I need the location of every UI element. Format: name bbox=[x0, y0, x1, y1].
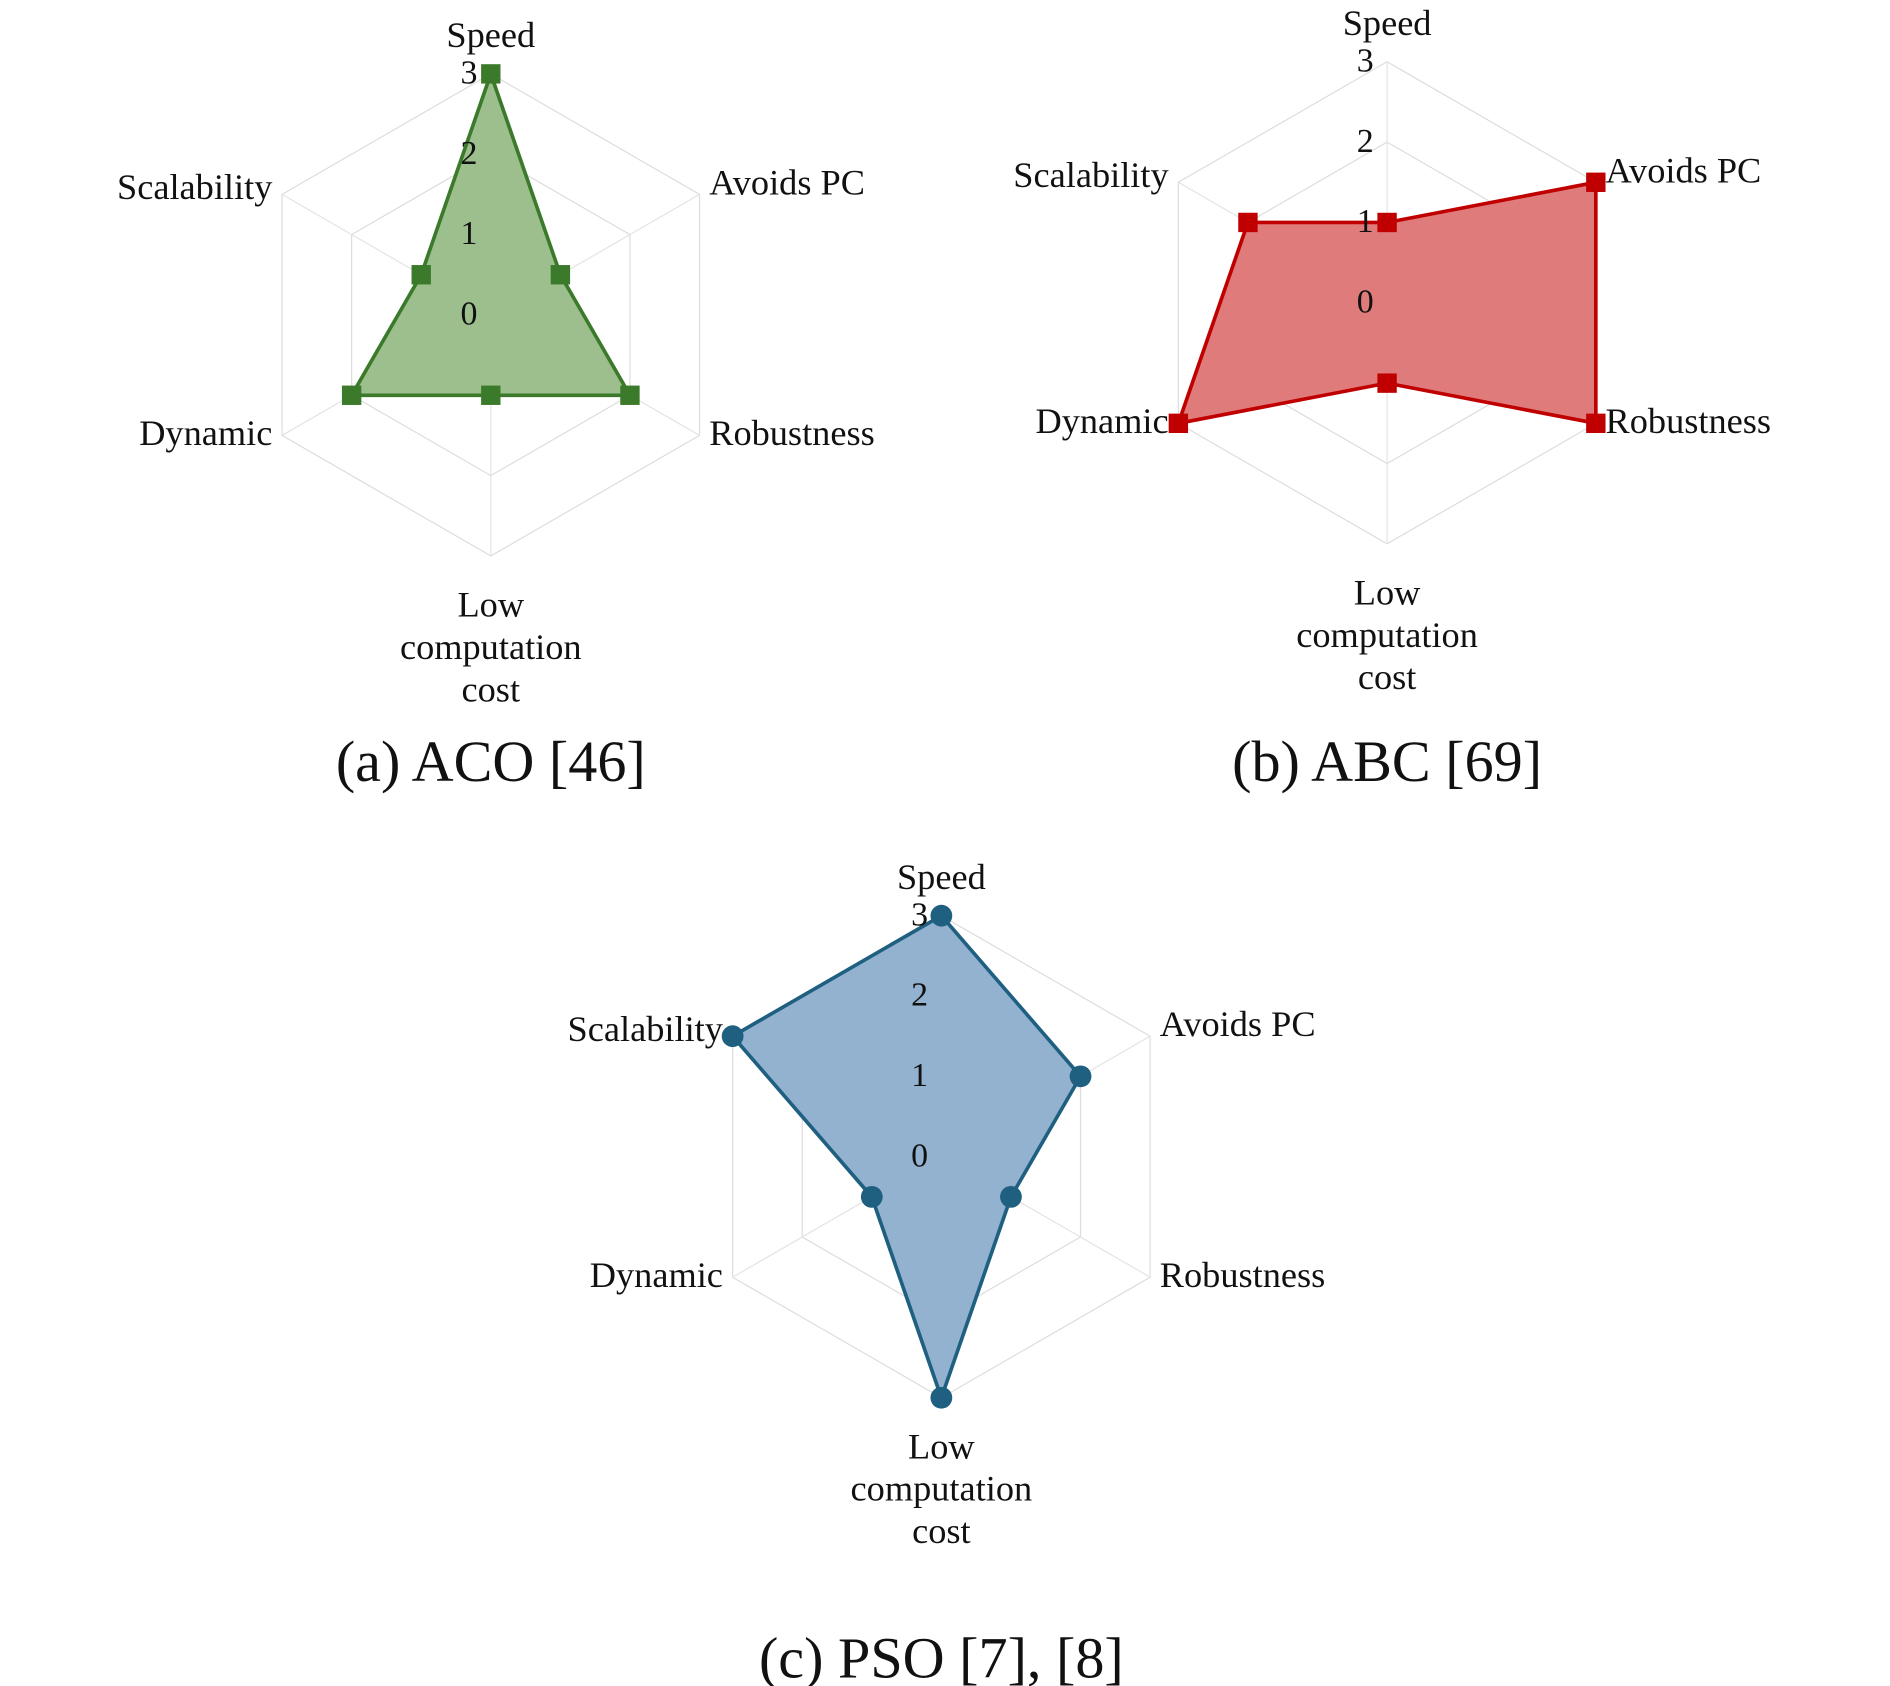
data-point bbox=[1377, 373, 1397, 393]
axis-label-line: Speed bbox=[446, 15, 535, 55]
tick-label: 0 bbox=[1357, 283, 1374, 320]
axis-label-line: Dynamic bbox=[139, 413, 272, 453]
axis-label: Speed bbox=[446, 15, 535, 55]
chart-caption: (b) ABC [69] bbox=[1232, 729, 1542, 794]
tick-label: 1 bbox=[911, 1057, 928, 1094]
tick-label: 1 bbox=[1357, 203, 1374, 240]
axis-label-line: Scalability bbox=[568, 1009, 724, 1049]
data-point bbox=[1069, 1065, 1092, 1088]
axis-label: Low computation cost bbox=[400, 585, 582, 710]
axis-label-line: Speed bbox=[1343, 3, 1432, 43]
data-point bbox=[1586, 413, 1606, 434]
data-point bbox=[620, 385, 640, 405]
axis-label-line: Scalability bbox=[117, 167, 273, 207]
axis-label: Low computation cost bbox=[851, 1426, 1033, 1551]
axis-label: Scalability bbox=[117, 167, 273, 207]
axis-label-line: Dynamic bbox=[1035, 401, 1168, 441]
axis-label: Dynamic bbox=[590, 1255, 723, 1295]
data-point bbox=[481, 385, 501, 405]
axis-label-line: Low bbox=[458, 585, 525, 625]
axis-label-line: Avoids PC bbox=[709, 162, 865, 202]
chart-caption: (c) PSO [7], [8] bbox=[759, 1626, 1124, 1686]
axis-label: Dynamic bbox=[1035, 401, 1168, 441]
data-point bbox=[1000, 1185, 1022, 1208]
axis-label: Low computation cost bbox=[1296, 572, 1478, 697]
axis-label: Avoids PC bbox=[709, 162, 865, 202]
data-point bbox=[1586, 172, 1606, 192]
data-point bbox=[930, 1386, 953, 1409]
tick-label: 2 bbox=[1357, 123, 1374, 160]
axis-label-line: Scalability bbox=[1013, 155, 1169, 195]
tick-label: 2 bbox=[911, 977, 928, 1014]
data-point bbox=[1168, 413, 1189, 434]
data-point bbox=[1377, 212, 1397, 233]
axis-label: Robustness bbox=[709, 413, 875, 453]
data-point bbox=[341, 385, 362, 405]
axis-label-line: Dynamic bbox=[590, 1255, 723, 1295]
data-point bbox=[550, 265, 571, 285]
data-point bbox=[481, 64, 501, 84]
tick-label: 3 bbox=[461, 55, 478, 92]
axis-label: Avoids PC bbox=[1160, 1004, 1316, 1044]
data-area bbox=[349, 72, 632, 398]
axis-label-line: Robustness bbox=[1606, 401, 1772, 441]
axis-label-line: Avoids PC bbox=[1160, 1004, 1316, 1044]
tick-label: 2 bbox=[461, 135, 478, 172]
axis-label: Avoids PC bbox=[1606, 150, 1762, 190]
axis-label-line: Speed bbox=[897, 857, 986, 897]
axis-label-line: cost bbox=[462, 669, 521, 709]
axis-label: Scalability bbox=[1013, 155, 1169, 195]
axis-label-line: Robustness bbox=[1160, 1255, 1326, 1295]
axis-label: Robustness bbox=[1606, 401, 1772, 441]
chart-caption: (a) ACO [46] bbox=[336, 729, 646, 794]
tick-label: 3 bbox=[1357, 42, 1374, 79]
axis-label-line: Low bbox=[908, 1426, 975, 1466]
axis-label-line: Avoids PC bbox=[1606, 150, 1762, 190]
axis-label: Speed bbox=[1343, 3, 1432, 43]
axis-label-line: Low bbox=[1354, 572, 1421, 612]
axis-label-line: computation bbox=[400, 627, 582, 667]
data-point bbox=[411, 265, 431, 285]
axis-label: Dynamic bbox=[139, 413, 272, 453]
data-point bbox=[1238, 212, 1258, 233]
axis-label-line: Robustness bbox=[709, 413, 875, 453]
data-point bbox=[860, 1185, 883, 1208]
tick-label: 3 bbox=[911, 896, 928, 933]
axis-label: Scalability bbox=[568, 1009, 724, 1049]
tick-label: 0 bbox=[911, 1137, 928, 1174]
tick-label: 1 bbox=[461, 215, 478, 252]
data-area bbox=[730, 913, 1083, 1400]
data-point bbox=[930, 904, 953, 927]
axis-label: Robustness bbox=[1160, 1255, 1326, 1295]
axis-label: Speed bbox=[897, 857, 986, 897]
tick-label: 0 bbox=[461, 296, 478, 333]
axis-label-line: computation bbox=[851, 1469, 1033, 1509]
axis-label-line: cost bbox=[1358, 657, 1417, 697]
data-point bbox=[721, 1025, 744, 1048]
axis-label-line: computation bbox=[1296, 615, 1478, 655]
axis-label-line: cost bbox=[912, 1511, 971, 1551]
